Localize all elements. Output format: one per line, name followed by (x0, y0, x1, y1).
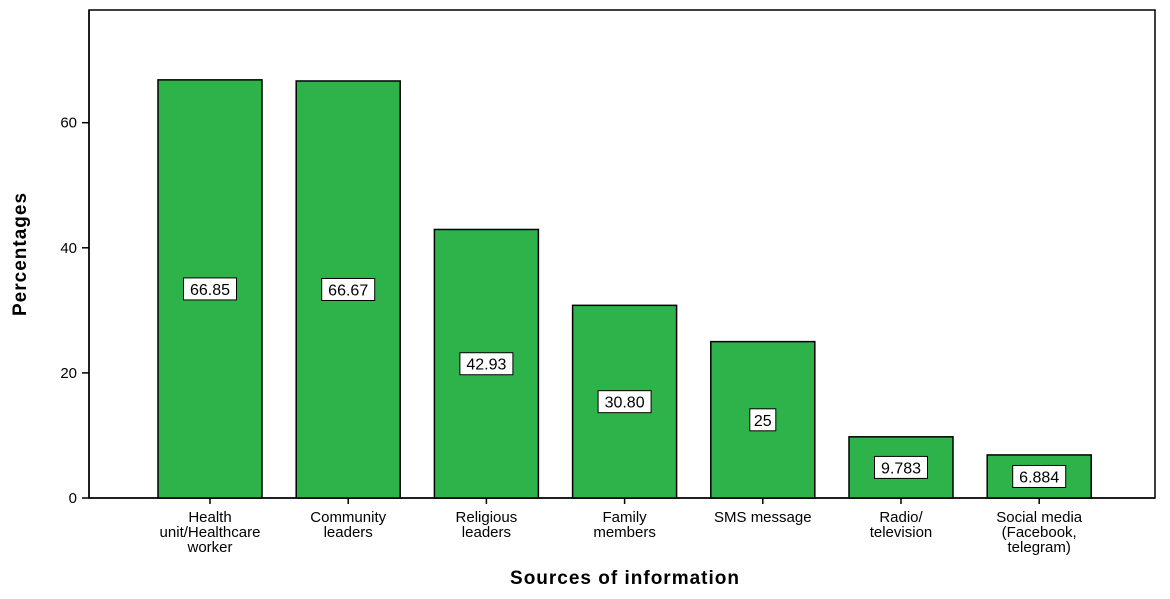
data-label-box (749, 408, 777, 432)
data-label-box (459, 352, 514, 376)
data-label-box (597, 390, 652, 414)
data-label-box (874, 455, 928, 479)
y-axis-ticks: 0 20 40 60 (60, 115, 89, 507)
x-category-label: unit/Healthcare (160, 524, 261, 541)
y-tick-label: 40 (60, 240, 77, 257)
x-category-label: Religious (456, 509, 518, 526)
x-category-label: (Facebook, (1002, 524, 1077, 541)
x-category-label: leaders (462, 524, 511, 541)
x-category-label: worker (186, 539, 232, 556)
data-label-box (1012, 464, 1067, 488)
x-category-label: Radio/ (879, 509, 923, 526)
data-label-box (321, 277, 376, 301)
data-label: 25 (754, 413, 772, 430)
x-category-label: leaders (324, 524, 373, 541)
x-category-label: telegram) (1008, 539, 1071, 556)
data-label: 6.884 (1019, 469, 1059, 486)
data-label: 66.85 (190, 282, 230, 299)
data-label-box (183, 277, 237, 301)
x-axis-title: Sources of information (510, 568, 740, 589)
y-tick-label: 60 (60, 115, 77, 132)
x-category-label: Health (188, 509, 231, 526)
y-tick-label: 0 (69, 490, 77, 507)
x-category-label: Community (310, 509, 386, 526)
data-label: 9.783 (881, 460, 921, 477)
data-label: 42.93 (466, 357, 506, 374)
data-label: 30.80 (605, 395, 645, 412)
x-category-label: SMS message (714, 509, 812, 526)
data-label: 66.67 (328, 282, 368, 299)
bars: 66.85 66.67 42.93 30.80 25 9.783 6.884 (157, 79, 1092, 499)
x-category-label: members (593, 524, 656, 541)
x-category-label: Social media (996, 509, 1083, 526)
x-category-label: television (870, 524, 933, 541)
y-tick-label: 20 (60, 365, 77, 382)
y-axis-title: Percentages (10, 192, 31, 316)
x-category-label: Family (603, 509, 648, 526)
x-axis-category-labels: Healthunit/HealthcareworkerCommunitylead… (160, 498, 1083, 556)
